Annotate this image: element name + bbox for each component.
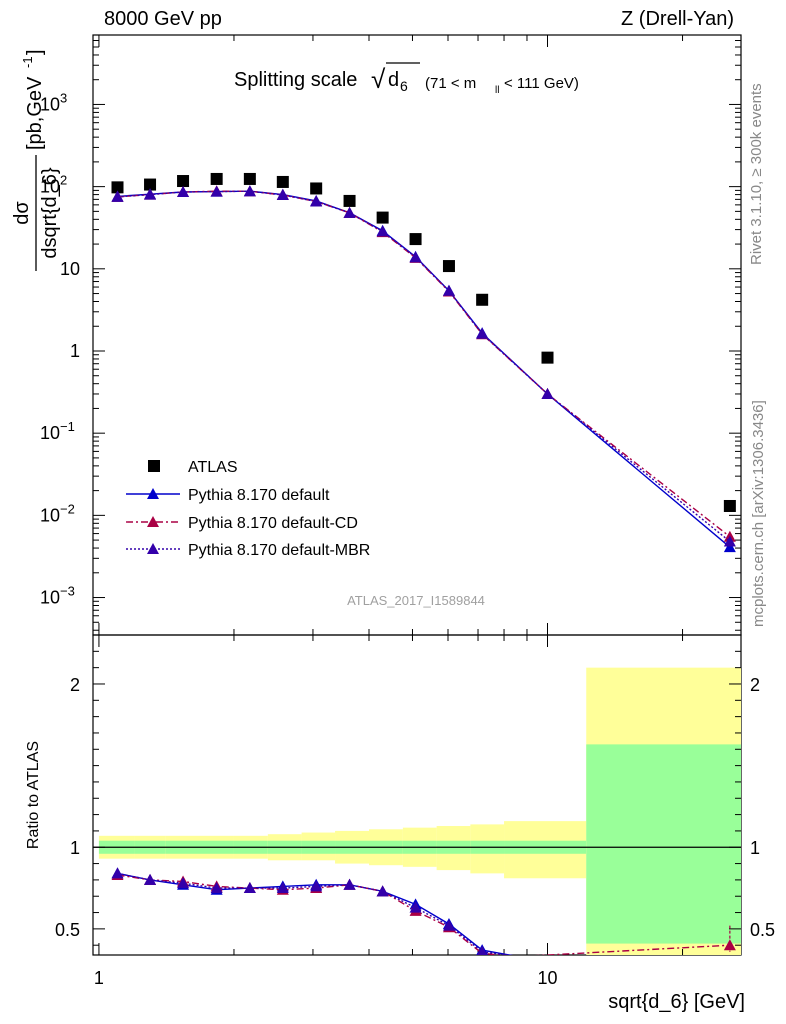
main-series-marker bbox=[723, 535, 736, 547]
main-series-marker bbox=[177, 186, 190, 198]
y-tick-label-ratio-right: 0.5 bbox=[750, 920, 775, 940]
main-series-marker bbox=[376, 225, 389, 237]
header-left: 8000 GeV pp bbox=[104, 8, 222, 30]
title-symbol: d bbox=[388, 69, 399, 91]
ratio-series-group bbox=[111, 867, 736, 955]
main-series-marker bbox=[276, 189, 289, 201]
y-tick-label-ratio-left: 2 bbox=[70, 675, 80, 695]
main-series-line bbox=[117, 190, 731, 543]
main-series-marker bbox=[442, 284, 455, 296]
atlas-data-point bbox=[409, 233, 422, 246]
main-y-axis-label: dσ dsqrt{d_6} [pb,GeV -1 ] bbox=[11, 49, 61, 271]
atlas-data-point bbox=[310, 182, 323, 195]
chart-title: Splitting scale bbox=[234, 69, 357, 91]
main-series-line bbox=[117, 190, 731, 538]
main-series-marker bbox=[476, 327, 489, 339]
y-tick-label-ratio-left: 0.5 bbox=[55, 920, 80, 940]
main-series-marker bbox=[310, 195, 323, 207]
ratio-series-marker bbox=[409, 901, 422, 913]
main-plot-area bbox=[93, 34, 741, 635]
atlas-data-point bbox=[210, 172, 223, 185]
main-series-marker bbox=[243, 185, 256, 197]
title-cut-end: < 111 GeV) bbox=[504, 75, 579, 92]
analysis-id-watermark: ATLAS_2017_I1589844 bbox=[347, 593, 485, 608]
title-cut-sub: ll bbox=[495, 85, 499, 96]
ylabel-denominator: dsqrt{d_6} bbox=[39, 167, 61, 259]
ratio-series-marker bbox=[376, 885, 389, 897]
header-right: Z (Drell-Yan) bbox=[621, 8, 734, 30]
y-tick-label-ratio-right: 1 bbox=[750, 838, 760, 858]
ratio-series-marker bbox=[310, 880, 323, 892]
y-tick-label-main: 10−2 bbox=[40, 501, 75, 525]
y-tick-label-ratio-right: 2 bbox=[750, 675, 760, 695]
atlas-data-point bbox=[442, 260, 455, 273]
legend-label-cd: Pythia 8.170 default-CD bbox=[188, 515, 358, 532]
ratio-series-marker bbox=[276, 882, 289, 894]
atlas-data-point bbox=[476, 293, 489, 306]
ratio-series-marker bbox=[442, 919, 455, 931]
ratio-plot-area bbox=[93, 635, 741, 955]
y-tick-label-main: 10−1 bbox=[40, 419, 75, 443]
ratio-series-marker bbox=[243, 882, 256, 894]
rivet-version-text: Rivet 3.1.10, ≥ 300k events bbox=[748, 83, 765, 265]
legend-label-default: Pythia 8.170 default bbox=[188, 487, 330, 504]
ratio-series-marker bbox=[210, 882, 223, 894]
title-cut: (71 < m bbox=[425, 75, 476, 92]
atlas-data-point bbox=[243, 172, 256, 185]
atlas-data-point bbox=[177, 175, 190, 188]
y-tick-label-main: 103 bbox=[40, 90, 67, 114]
ylabel-unit-sup: -1 bbox=[20, 56, 35, 68]
atlas-data-point bbox=[376, 211, 389, 224]
legend: ATLAS Pythia 8.170 default Pythia 8.170 … bbox=[126, 459, 370, 559]
x-tick-label: 10 bbox=[537, 968, 557, 988]
ratio-series-marker bbox=[144, 873, 157, 885]
main-series-marker bbox=[541, 387, 554, 399]
x-tick-label: 1 bbox=[94, 968, 104, 988]
atlas-data-point bbox=[541, 351, 554, 364]
title-subscript: 6 bbox=[400, 78, 408, 94]
ylabel-unit-end: ] bbox=[24, 49, 46, 55]
main-series-marker bbox=[210, 185, 223, 197]
main-series-marker bbox=[723, 541, 736, 553]
atlas-data-point bbox=[723, 499, 736, 512]
y-tick-label-main: 102 bbox=[40, 173, 67, 197]
legend-label-atlas: ATLAS bbox=[188, 459, 238, 476]
legend-marker-atlas bbox=[148, 460, 160, 472]
atlas-data-point bbox=[144, 178, 157, 191]
ratio-series-marker bbox=[723, 939, 736, 951]
main-series-marker bbox=[144, 188, 157, 200]
main-series-marker bbox=[409, 251, 422, 263]
atlas-data-point bbox=[343, 194, 356, 207]
y-tick-label-main: 10 bbox=[60, 259, 80, 279]
y-tick-label-main: 1 bbox=[70, 341, 80, 361]
ratio-series-marker bbox=[343, 878, 356, 890]
legend-label-mbr: Pythia 8.170 default-MBR bbox=[188, 542, 370, 559]
main-series-marker bbox=[343, 206, 356, 218]
title-sqrt-sign: √ bbox=[371, 64, 386, 94]
x-axis-label: sqrt{d_6} [GeV] bbox=[608, 991, 745, 1013]
legend-marker-mbr bbox=[147, 543, 159, 554]
ylabel-numerator: dσ bbox=[11, 201, 33, 225]
y-tick-label-ratio-left: 1 bbox=[70, 838, 80, 858]
atlas-data-point bbox=[276, 175, 289, 188]
mcplots-reference-text: mcplots.cern.ch [arXiv:1306.3436] bbox=[750, 400, 767, 627]
ratio-series-marker bbox=[177, 877, 190, 889]
legend-marker-cd bbox=[147, 516, 159, 527]
ratio-series-marker bbox=[111, 867, 124, 879]
ratio-series-marker bbox=[477, 945, 488, 955]
ratio-band-green bbox=[586, 744, 741, 944]
ratio-y-axis-label: Ratio to ATLAS bbox=[25, 741, 42, 849]
y-tick-label-main: 10−3 bbox=[40, 584, 75, 608]
main-series-marker bbox=[111, 190, 124, 202]
ylabel-unit: [pb,GeV bbox=[24, 76, 46, 150]
atlas-data-point bbox=[111, 181, 124, 194]
legend-marker-default bbox=[147, 488, 159, 499]
ratio-series-line bbox=[117, 874, 730, 955]
